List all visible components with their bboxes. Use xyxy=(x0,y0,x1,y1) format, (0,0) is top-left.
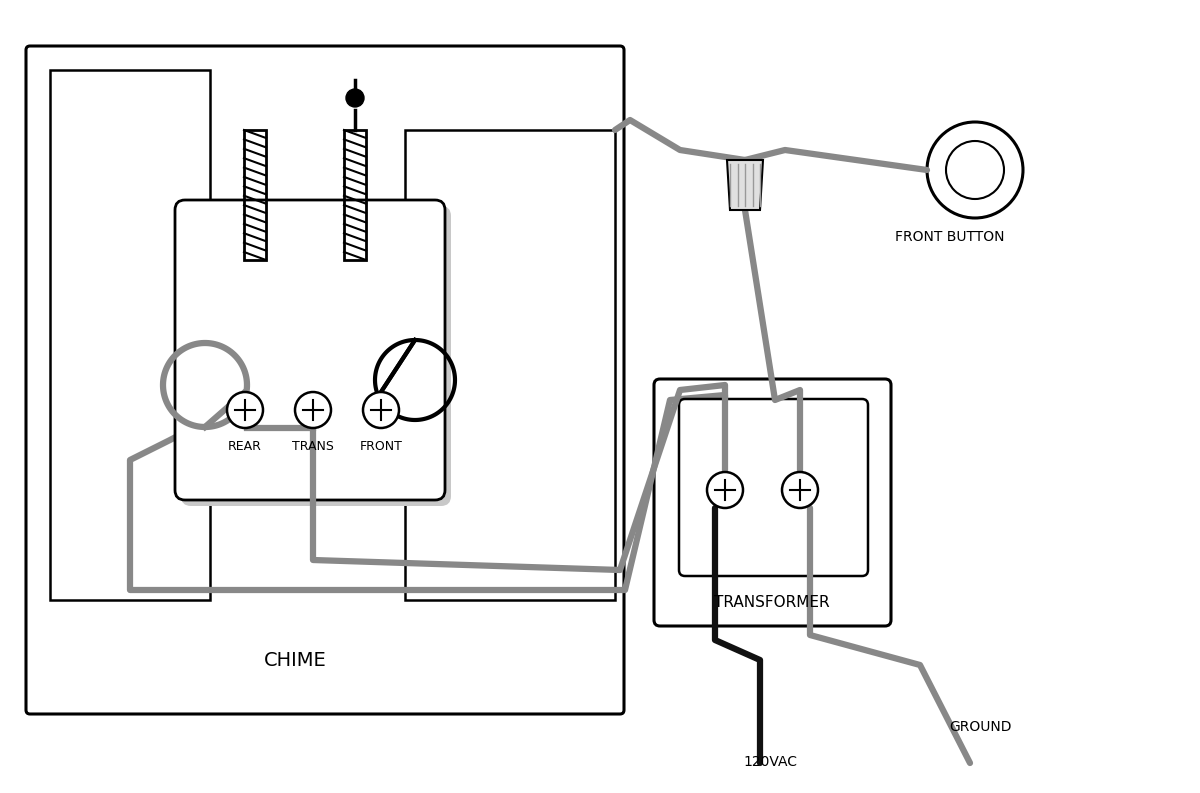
Text: TRANS: TRANS xyxy=(292,440,334,453)
FancyBboxPatch shape xyxy=(181,206,451,506)
FancyBboxPatch shape xyxy=(679,399,868,576)
Bar xyxy=(344,130,366,260)
Text: FRONT BUTTON: FRONT BUTTON xyxy=(895,230,1004,244)
Text: CHIME: CHIME xyxy=(264,650,326,669)
Circle shape xyxy=(782,472,818,508)
Circle shape xyxy=(707,472,743,508)
Text: TRANSFORMER: TRANSFORMER xyxy=(714,595,830,610)
Text: GROUND: GROUND xyxy=(949,720,1012,734)
Bar xyxy=(244,130,266,260)
Circle shape xyxy=(364,392,398,428)
Text: FRONT: FRONT xyxy=(360,440,402,453)
Bar xyxy=(406,130,616,600)
Circle shape xyxy=(346,89,364,107)
FancyBboxPatch shape xyxy=(26,46,624,714)
Text: REAR: REAR xyxy=(228,440,262,453)
Circle shape xyxy=(295,392,331,428)
Bar xyxy=(50,70,210,600)
FancyBboxPatch shape xyxy=(654,379,890,626)
FancyBboxPatch shape xyxy=(175,200,445,500)
Text: 120VAC: 120VAC xyxy=(743,755,797,769)
Polygon shape xyxy=(727,160,763,210)
Circle shape xyxy=(227,392,263,428)
